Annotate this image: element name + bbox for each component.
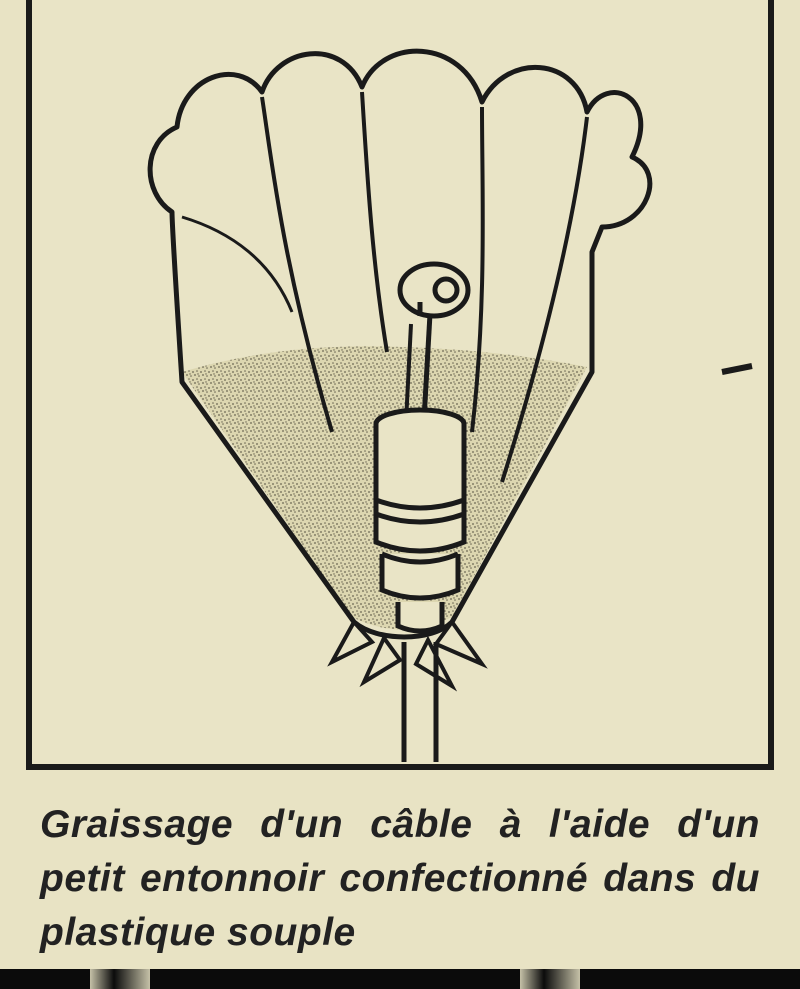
funnel-fold-2: [362, 92, 387, 352]
figure-caption: Graissage d'un câble à l'aide d'un petit…: [40, 798, 760, 959]
figure-frame: [26, 0, 774, 770]
page: Graissage d'un câble à l'aide d'un petit…: [0, 0, 800, 989]
side-tick: [722, 366, 752, 372]
funnel-diagram: [32, 0, 768, 764]
cable-nipple: [400, 264, 468, 316]
funnel-fold-5: [182, 217, 292, 312]
page-bottom-strip: [0, 969, 800, 989]
